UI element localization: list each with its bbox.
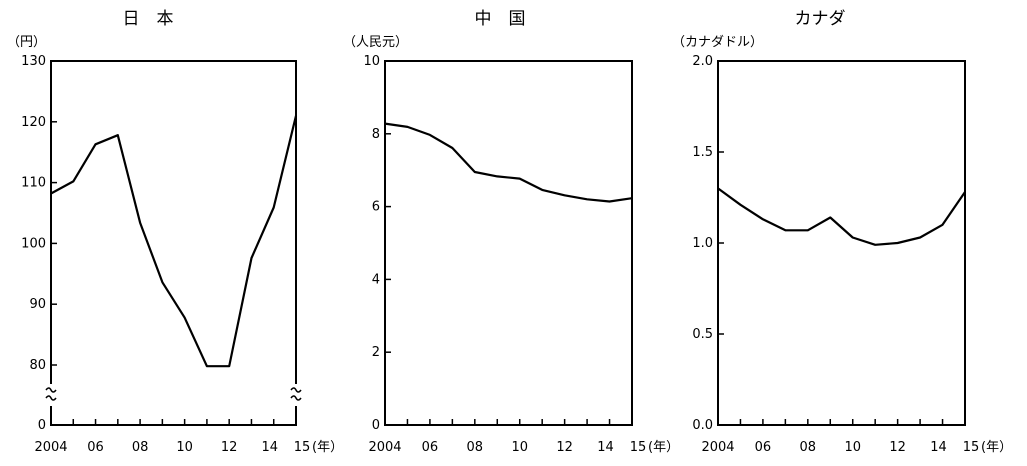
plot-frame xyxy=(717,60,966,426)
plot-frame xyxy=(384,60,633,426)
x-tick-label: 15 xyxy=(294,440,311,455)
series-line xyxy=(50,115,298,368)
series-line xyxy=(717,187,966,246)
axis-break-gap xyxy=(291,384,301,406)
x-tick-label: 12 xyxy=(556,440,573,455)
x-tick-label: 14 xyxy=(597,440,614,455)
x-tick-label: 06 xyxy=(87,440,104,455)
y-tick-label: 2 xyxy=(372,345,380,360)
y-axis-unit: （人民元） xyxy=(343,35,408,50)
x-tick-label: 06 xyxy=(755,440,772,455)
x-tick-label: 08 xyxy=(132,440,149,455)
y-tick-label: 0.0 xyxy=(692,418,713,433)
y-tick-label: 0 xyxy=(38,418,46,433)
chart-title: 日 本 xyxy=(123,9,174,29)
y-axis-unit: （円） xyxy=(7,35,46,50)
x-tick-label: 10 xyxy=(511,440,528,455)
x-tick-label: 10 xyxy=(176,440,193,455)
y-tick-label: 6 xyxy=(372,200,380,215)
chart-title: カナダ xyxy=(795,9,846,29)
y-tick-label: 130 xyxy=(21,54,46,69)
x-tick-label: 2004 xyxy=(34,440,67,455)
x-tick-label: 14 xyxy=(261,440,278,455)
x-tick-label: 12 xyxy=(221,440,238,455)
y-tick-label: 10 xyxy=(363,54,380,69)
axis-break-gap xyxy=(46,384,56,406)
x-tick-label: 14 xyxy=(930,440,947,455)
x-tick-label: 15 xyxy=(630,440,647,455)
x-tick-label: 08 xyxy=(800,440,817,455)
x-tick-label: 08 xyxy=(467,440,484,455)
x-tick-label: 2004 xyxy=(368,440,401,455)
axis-break-mark xyxy=(45,387,57,401)
axis-break-mark xyxy=(290,387,302,401)
y-tick-label: 110 xyxy=(21,176,46,191)
chart-title: 中 国 xyxy=(475,9,526,29)
x-axis-unit: (年） xyxy=(981,440,1012,455)
x-axis-unit: (年） xyxy=(648,440,679,455)
x-axis-unit: (年） xyxy=(312,440,343,455)
x-tick-label: 10 xyxy=(844,440,861,455)
y-tick-label: 2.0 xyxy=(692,54,713,69)
series-line xyxy=(384,122,633,203)
x-tick-label: 12 xyxy=(889,440,906,455)
y-axis-unit: （カナダドル） xyxy=(672,35,763,50)
y-tick-label: 90 xyxy=(29,297,46,312)
y-tick-label: 80 xyxy=(29,358,46,373)
y-tick-label: 0 xyxy=(372,418,380,433)
y-tick-label: 8 xyxy=(372,127,380,142)
x-tick-label: 2004 xyxy=(701,440,734,455)
x-tick-label: 06 xyxy=(422,440,439,455)
x-tick-label: 15 xyxy=(963,440,980,455)
y-tick-label: 1.5 xyxy=(692,145,713,160)
y-tick-label: 0.5 xyxy=(692,327,713,342)
y-tick-label: 1.0 xyxy=(692,236,713,251)
y-tick-label: 120 xyxy=(21,115,46,130)
y-tick-label: 4 xyxy=(372,272,380,287)
y-tick-label: 100 xyxy=(21,236,46,251)
